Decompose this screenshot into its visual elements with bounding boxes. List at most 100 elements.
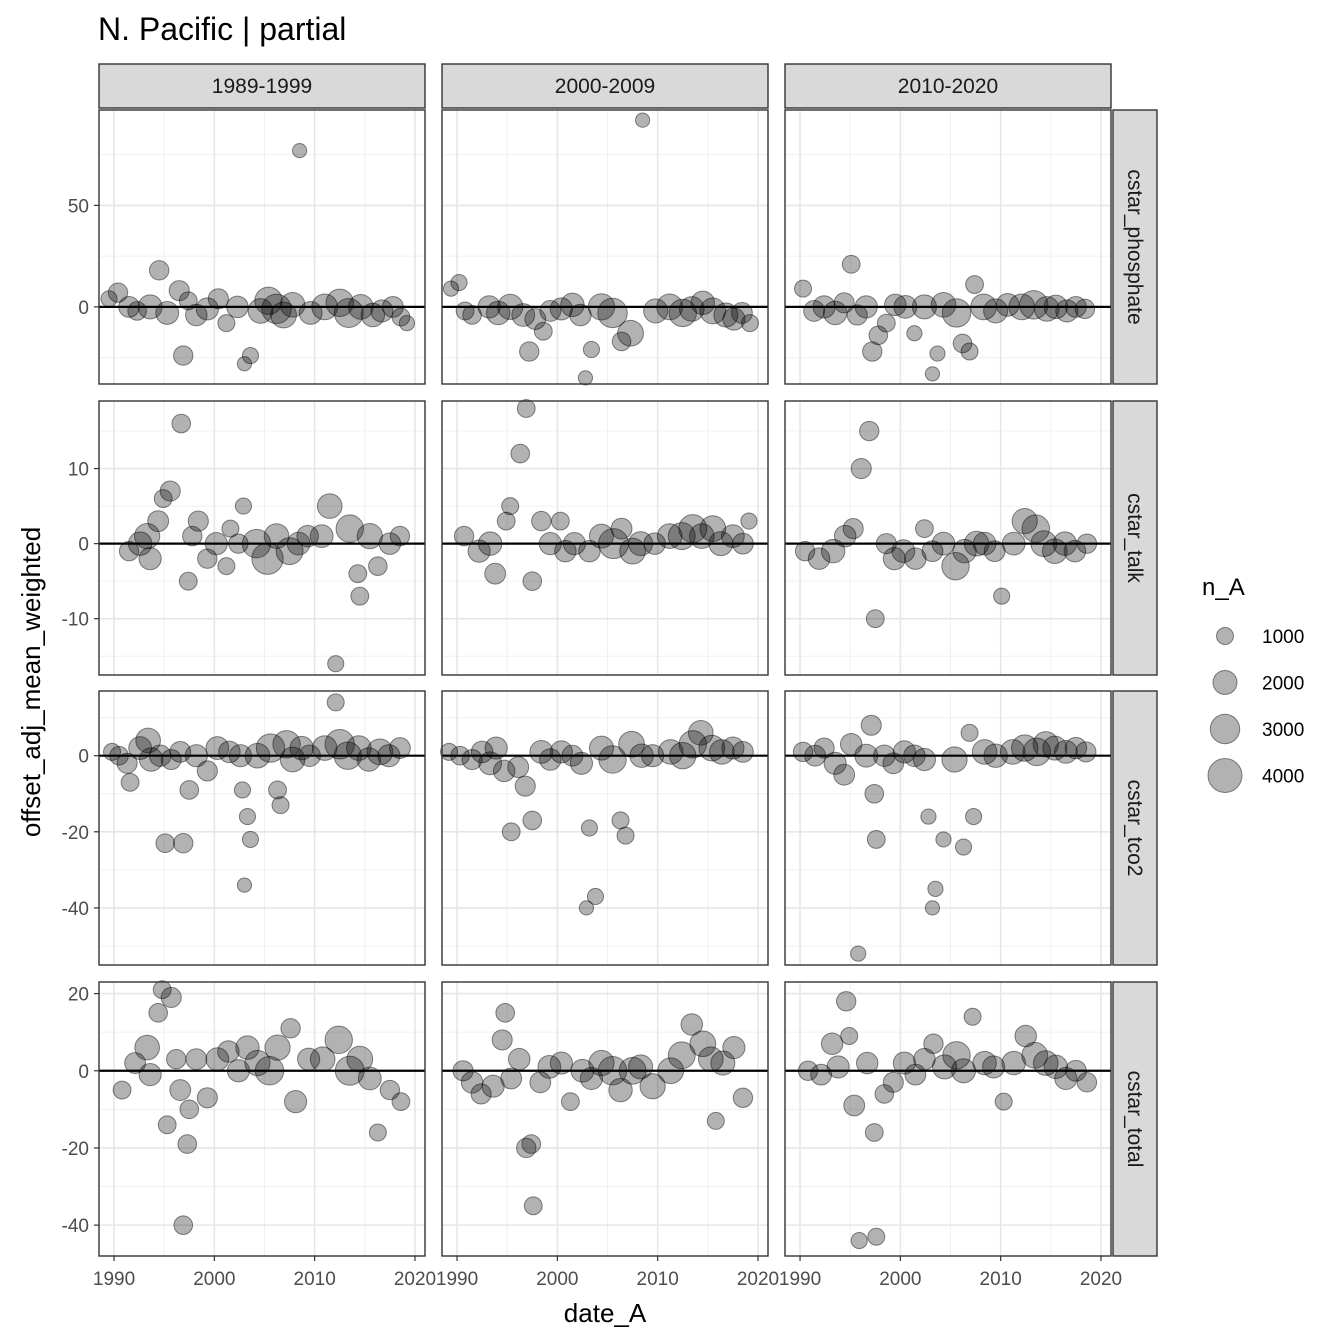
data-point [876,313,896,333]
data-point [116,752,138,774]
data-point [138,747,164,772]
data-point [1055,299,1079,323]
data-point [1019,290,1049,320]
data-point [892,1051,916,1075]
panel [98,690,426,966]
x-tick-label: 1990 [436,1269,478,1290]
panel-border [441,400,769,676]
data-point [850,458,872,480]
y-tick-label: -40 [62,1216,89,1237]
data-point [952,538,977,564]
data-point [157,1115,177,1135]
data-point [709,739,735,765]
data-point [366,738,394,766]
data-point [678,296,705,322]
data-point [523,1196,543,1216]
data-point [935,831,952,848]
data-point [635,112,651,128]
panel-background [442,110,768,384]
data-point [516,1137,537,1159]
data-point [1076,1072,1098,1093]
data-point [264,1034,291,1061]
panel [784,690,1112,966]
x-tick-label: 1990 [93,1269,135,1290]
data-point [923,1033,944,1054]
data-point [1021,1041,1049,1069]
data-point [569,751,594,775]
data-point [835,991,857,1012]
data-point [833,524,857,548]
panel-border [784,109,1112,385]
data-point [549,740,573,764]
data-point [826,1055,850,1079]
data-point [178,571,198,591]
data-point [357,1066,382,1091]
data-point [484,736,508,760]
column-strip-label: 2000-2009 [555,75,655,98]
data-point [147,510,170,533]
data-point [241,347,260,365]
data-point [185,1048,208,1071]
data-point [514,775,536,797]
legend-title: n_A [1202,574,1245,601]
data-point [859,420,880,442]
data-point [159,480,181,502]
x-tick-label: 2000 [879,1269,921,1290]
facet-grid: 1989-1999 2000-2009 2010-2020cstar_phospha… [62,63,1158,1290]
data-point [148,260,170,281]
data-point [906,325,923,342]
data-point [138,547,162,571]
data-point [218,740,241,764]
legend-key-background [1202,659,1248,706]
data-point [500,1067,523,1090]
data-point [391,1092,411,1112]
data-point [519,341,540,362]
data-point [1064,736,1088,760]
data-point [442,280,460,297]
data-point [965,808,983,826]
data-point [244,1049,271,1077]
data-point [501,497,520,516]
column-strip [441,63,769,109]
y-tick-label: 0 [78,1062,89,1083]
data-point [522,810,543,831]
data-point [617,319,644,347]
x-tick-label: 2000 [536,1269,578,1290]
data-point [864,783,885,804]
data-point [333,297,364,328]
data-point [722,1036,746,1060]
legend-key-circle [1207,758,1243,793]
data-point [335,514,364,543]
data-point [492,759,516,783]
data-point [904,547,927,570]
panel-background [442,691,768,965]
data-point [892,740,916,764]
data-point [270,301,297,329]
data-point [234,497,253,515]
data-point [1074,298,1096,320]
chart-title: N. Pacific | partial [98,11,346,47]
x-tick-label: 1990 [779,1269,821,1290]
data-point [807,547,831,570]
y-tick-label: -10 [62,610,89,631]
data-point [153,489,173,509]
data-point [904,1063,927,1086]
x-tick-label: 2010 [980,1269,1022,1290]
row-strip [1112,690,1158,966]
data-point [461,748,483,771]
column-strip-label: 2010-2020 [898,75,998,98]
data-point [740,512,758,530]
data-point [842,518,864,540]
data-point [995,292,1020,317]
size-legend: n_A 1000 2000 3000 4000 [1202,574,1304,799]
data-point [185,303,208,327]
data-point [860,714,882,736]
panel-background [99,691,425,965]
panel [784,400,1112,676]
data-point [721,736,745,760]
data-point [965,275,984,294]
panel-border [98,690,426,966]
data-point [324,1025,353,1055]
data-point [1021,514,1050,543]
y-tick-label: 0 [78,298,89,319]
